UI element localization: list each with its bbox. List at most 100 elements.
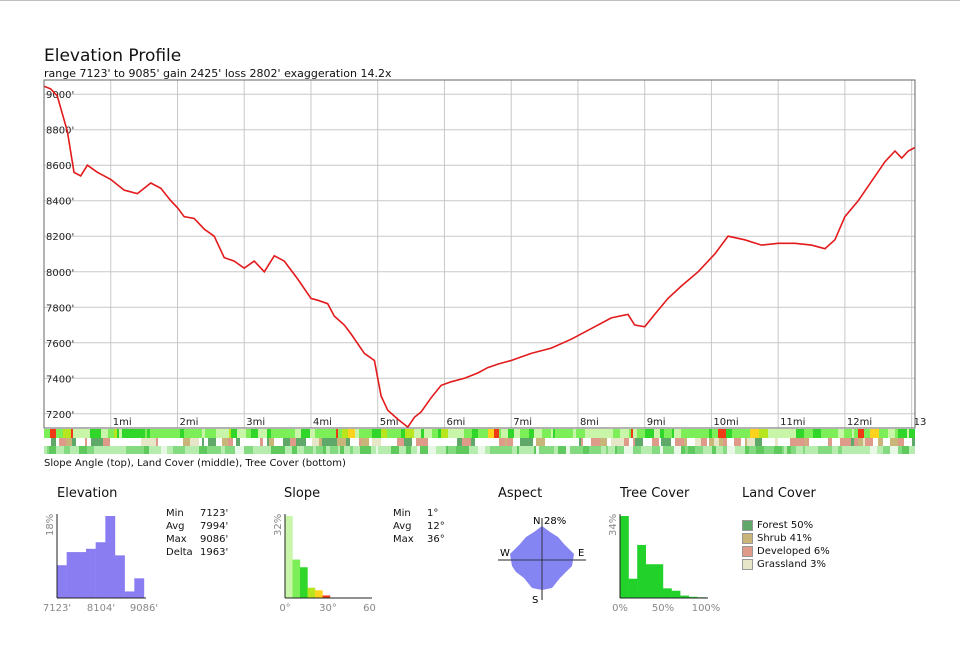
land-strip-cell [233, 438, 236, 446]
tree-strip-cell [462, 446, 469, 454]
tree-strip-cell [279, 446, 285, 454]
land-strip-cell [536, 438, 539, 446]
slope-strip-cell [261, 429, 267, 438]
histogram-bar [76, 552, 87, 598]
slope-strip-cell [155, 429, 163, 438]
x-tick-label: 13 [914, 417, 927, 428]
land-strip-cell [428, 438, 434, 446]
slope-strip-cell [674, 429, 681, 438]
land-strip-cell [389, 438, 397, 446]
slope-strip-cell [701, 429, 709, 438]
histogram-bar [688, 596, 698, 598]
aspect-panel-title: Aspect [498, 486, 543, 501]
tree-strip-cell [297, 446, 304, 454]
land-strip-cell [216, 438, 222, 446]
slope-strip-cell [372, 429, 381, 438]
legend-item-forest: Forest 50% [742, 519, 830, 532]
land-strip-cell [148, 438, 156, 446]
histogram-x-label: 8104' [87, 603, 115, 614]
histogram-bar [66, 552, 77, 598]
histogram-bar [300, 567, 308, 598]
land-strip-cell [600, 438, 607, 446]
tree-strip-cell [558, 446, 566, 454]
land-strip-cell [222, 438, 228, 446]
slope-strip-cell [336, 429, 338, 438]
slope-strip-cell [184, 429, 190, 438]
tree-strip-cell [420, 446, 428, 454]
slope-max-label: Max [393, 534, 414, 545]
tree-strip-cell [439, 446, 446, 454]
land-strip-cell [629, 438, 633, 446]
land-strip-cell [745, 438, 747, 446]
land-strip-cell [561, 438, 565, 446]
slope-strip-cell [768, 429, 774, 438]
land-strip-cell [659, 438, 661, 446]
slope-strip-cell [424, 429, 432, 438]
tree-strip-cell [191, 446, 199, 454]
tree-strip-cell [144, 446, 149, 454]
tree-strip-cell [608, 446, 615, 454]
land-strip-cell [898, 438, 904, 446]
slope-strip-cell [499, 429, 501, 438]
slope-strip-cell [71, 429, 73, 438]
land-strip-cell [533, 438, 536, 446]
histogram-y-label: 34% [608, 514, 619, 536]
tree-strip-cell [212, 446, 221, 454]
slope-strip-cell [909, 429, 915, 438]
tree-strip-cell [846, 446, 855, 454]
slope-strip-cell [229, 429, 231, 438]
tree-strip-cell [456, 446, 462, 454]
histogram-x-label: 9086' [130, 603, 158, 614]
tree-strip-cell [832, 446, 835, 454]
slope-strip-cell [364, 429, 372, 438]
elevation-profile-chart: 7200' 7400' 7600' 7800' 8000' 8200' 8400' 8600'… [43, 79, 927, 454]
land-strip-cell [695, 438, 699, 446]
land-strip-cell [845, 438, 851, 446]
tree-strip-cell [877, 446, 883, 454]
slope-strip-cell [246, 429, 251, 438]
land-strip-cell [878, 438, 883, 446]
legend-item-developed: Developed 6% [742, 545, 830, 558]
land-strip-cell [103, 438, 110, 446]
tree-strip-cell [867, 446, 870, 454]
slope-stats: Min 1° Avg 12° Max 36° [393, 507, 445, 546]
plot-frame [43, 79, 916, 429]
land-strip-cell [204, 438, 208, 446]
slope-strip-cell [271, 429, 279, 438]
land-strip-cell [524, 438, 529, 446]
slope-strip-cell [171, 429, 174, 438]
land-strip-cell [337, 438, 346, 446]
slope-strip-cell [414, 429, 417, 438]
land-strip-cell [110, 438, 116, 446]
tree-strip-cell [568, 446, 570, 454]
slope-strip-cell [573, 429, 576, 438]
tree-strip-cell [805, 446, 814, 454]
slope-strip-cell [202, 429, 205, 438]
histogram-x-label: 50% [652, 603, 674, 614]
histogram-bar [134, 578, 145, 598]
slope-strip-cell [478, 429, 482, 438]
land-strip-cell [369, 438, 372, 446]
slope-strip-cell [895, 429, 898, 438]
tree-strip-cell [490, 446, 499, 454]
land-strip-cell [769, 438, 775, 446]
tree-strip-cell [121, 446, 126, 454]
tree-strip-cell [791, 446, 796, 454]
tree-strip-cell [723, 446, 727, 454]
slope-strip-cell [750, 429, 759, 438]
slope-strip-cell [421, 429, 424, 438]
tree-strip-cell [155, 446, 161, 454]
tree-strip-cell [244, 446, 253, 454]
tree-strip-cell [76, 446, 79, 454]
land-strip-cell [701, 438, 707, 446]
tree-strip-cell [82, 446, 87, 454]
land-strip-cell [479, 438, 488, 446]
tree-strip-cell [733, 446, 735, 454]
y-tick-label: 9000' [46, 90, 74, 101]
slope-strip-cell [147, 429, 150, 438]
histogram-bar [285, 516, 293, 598]
tree-strip-cell [754, 446, 756, 454]
land-strip-cell [260, 438, 263, 446]
slope-strip-cell [804, 429, 806, 438]
aspect-north-label: N [533, 516, 540, 527]
